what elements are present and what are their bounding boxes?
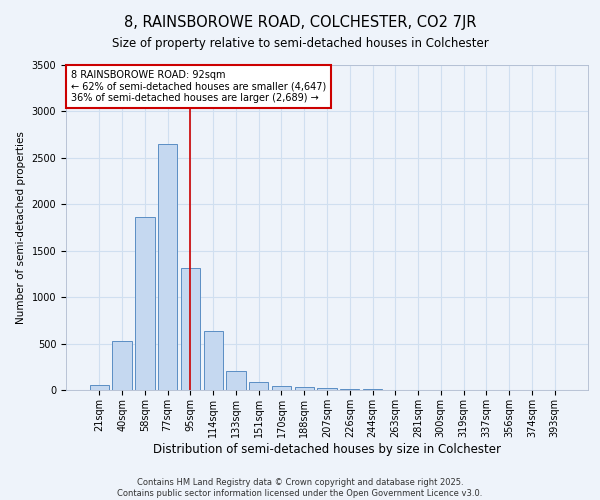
Bar — [226, 372, 245, 390]
Bar — [135, 218, 155, 390]
Bar — [340, 389, 359, 390]
Bar — [90, 385, 109, 390]
Text: 8 RAINSBOROWE ROAD: 92sqm
← 62% of semi-detached houses are smaller (4,647)
36% : 8 RAINSBOROWE ROAD: 92sqm ← 62% of semi-… — [71, 70, 326, 103]
Text: Contains HM Land Registry data © Crown copyright and database right 2025.
Contai: Contains HM Land Registry data © Crown c… — [118, 478, 482, 498]
Bar — [317, 388, 337, 390]
Bar — [181, 268, 200, 390]
Text: Size of property relative to semi-detached houses in Colchester: Size of property relative to semi-detach… — [112, 38, 488, 51]
Text: 8, RAINSBOROWE ROAD, COLCHESTER, CO2 7JR: 8, RAINSBOROWE ROAD, COLCHESTER, CO2 7JR — [124, 15, 476, 30]
Y-axis label: Number of semi-detached properties: Number of semi-detached properties — [16, 131, 26, 324]
Bar — [158, 144, 178, 390]
Bar — [249, 382, 268, 390]
Bar — [295, 387, 314, 390]
Bar — [363, 389, 382, 390]
Bar — [112, 341, 132, 390]
Bar — [272, 386, 291, 390]
Bar — [203, 330, 223, 390]
X-axis label: Distribution of semi-detached houses by size in Colchester: Distribution of semi-detached houses by … — [153, 442, 501, 456]
